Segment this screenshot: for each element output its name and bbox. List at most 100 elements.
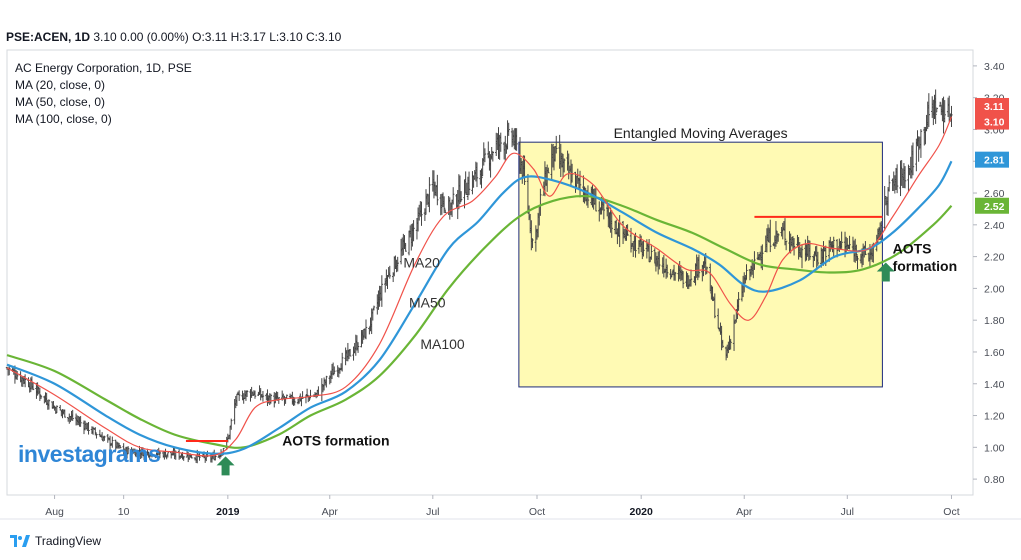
candle bbox=[451, 187, 455, 205]
candle bbox=[142, 450, 146, 461]
candle bbox=[380, 275, 384, 307]
candle bbox=[555, 135, 558, 154]
candle bbox=[55, 405, 59, 414]
candle bbox=[480, 168, 483, 189]
candle bbox=[907, 164, 910, 192]
candle bbox=[610, 210, 613, 238]
candle bbox=[436, 174, 439, 206]
candle bbox=[642, 240, 645, 257]
candle bbox=[331, 362, 335, 376]
tradingview-label: TradingView bbox=[35, 534, 102, 548]
candle bbox=[783, 218, 787, 246]
candle bbox=[356, 342, 360, 353]
candle bbox=[737, 292, 740, 311]
y-tick-label: 2.60 bbox=[984, 188, 1005, 200]
candle bbox=[507, 122, 510, 136]
candle bbox=[245, 390, 249, 397]
candle bbox=[15, 371, 19, 380]
candle bbox=[499, 132, 502, 152]
y-tick-label: 1.60 bbox=[984, 347, 1005, 359]
candle bbox=[729, 338, 732, 350]
y-tick-label: 1.80 bbox=[984, 315, 1005, 327]
candle bbox=[31, 382, 35, 391]
x-tick-label: Aug bbox=[45, 506, 64, 518]
candle bbox=[364, 319, 368, 340]
candle bbox=[515, 128, 518, 151]
x-tick-label: 2020 bbox=[630, 506, 654, 518]
candle bbox=[396, 256, 399, 272]
price-badge bbox=[975, 113, 1009, 130]
y-tick-label: 2.40 bbox=[984, 220, 1005, 232]
aots-annotation: AOTS formation bbox=[282, 433, 389, 449]
x-tick-label: Apr bbox=[322, 506, 339, 518]
legend-ma20[interactable]: MA (20, close, 0) bbox=[15, 78, 106, 92]
ma-annotation: MA100 bbox=[420, 336, 465, 352]
candle bbox=[689, 269, 693, 287]
candle bbox=[666, 264, 669, 278]
legend-title: AC Energy Corporation, 1D, PSE bbox=[15, 61, 192, 75]
legend-ma100[interactable]: MA (100, close, 0) bbox=[15, 112, 112, 126]
indicator-legend: AC Energy Corporation, 1D, PSE MA (20, c… bbox=[15, 60, 192, 128]
candle bbox=[483, 148, 487, 163]
candle bbox=[428, 177, 431, 213]
candle bbox=[895, 164, 899, 194]
candle bbox=[458, 175, 462, 205]
candle bbox=[681, 271, 685, 289]
candle bbox=[79, 416, 82, 427]
candle bbox=[903, 166, 907, 189]
entangled-ma-box bbox=[518, 141, 883, 388]
candle bbox=[214, 454, 217, 461]
tradingview-logo[interactable]: TradingView bbox=[10, 534, 101, 548]
price-badge-label: 2.52 bbox=[984, 201, 1005, 213]
candle bbox=[883, 186, 886, 231]
y-tick-label: 0.80 bbox=[984, 474, 1005, 486]
candle bbox=[491, 150, 495, 162]
price-badge bbox=[975, 151, 1009, 168]
price-badge bbox=[975, 197, 1009, 214]
x-tick-label: Jul bbox=[426, 506, 439, 518]
candle bbox=[166, 452, 170, 458]
candle bbox=[927, 93, 931, 127]
candle bbox=[880, 221, 883, 241]
x-tick-label: Oct bbox=[529, 506, 545, 518]
candle bbox=[475, 162, 479, 188]
candle bbox=[23, 374, 27, 388]
aots-annotation: AOTS bbox=[893, 240, 932, 256]
candle bbox=[855, 244, 858, 261]
candle bbox=[713, 293, 716, 319]
candle bbox=[848, 235, 851, 250]
candle bbox=[467, 171, 471, 196]
candle bbox=[444, 209, 447, 214]
price-badge-label: 3.11 bbox=[984, 101, 1004, 113]
candle bbox=[150, 452, 154, 458]
candle bbox=[348, 348, 352, 357]
ma50-line bbox=[6, 160, 953, 455]
candle bbox=[277, 397, 280, 404]
box-label: Entangled Moving Averages bbox=[614, 125, 788, 141]
symbol-header: PSE:ACEN, 1D 3.10 0.00 (0.00%) O:3.11 H:… bbox=[6, 30, 341, 44]
candle bbox=[158, 450, 162, 459]
candle bbox=[562, 158, 566, 173]
aots-annotation: formation bbox=[893, 258, 958, 274]
up-arrow-icon bbox=[876, 262, 895, 282]
up-arrow-icon bbox=[216, 456, 235, 476]
candle bbox=[792, 238, 796, 256]
candle bbox=[103, 435, 106, 441]
candle bbox=[471, 171, 474, 195]
candle bbox=[119, 445, 122, 449]
candle bbox=[716, 308, 720, 329]
candle bbox=[634, 232, 637, 258]
candle bbox=[856, 255, 859, 270]
candle bbox=[784, 240, 788, 251]
candle bbox=[87, 421, 90, 435]
candle bbox=[917, 136, 920, 162]
candle bbox=[39, 394, 43, 400]
plot-frame bbox=[6, 49, 974, 496]
candle bbox=[95, 433, 98, 439]
candle bbox=[47, 399, 51, 410]
legend-ma50[interactable]: MA (50, close, 0) bbox=[15, 95, 106, 109]
candle bbox=[658, 250, 661, 270]
y-tick-label: 2.00 bbox=[984, 283, 1005, 295]
price-badge-label: 3.10 bbox=[984, 117, 1005, 129]
